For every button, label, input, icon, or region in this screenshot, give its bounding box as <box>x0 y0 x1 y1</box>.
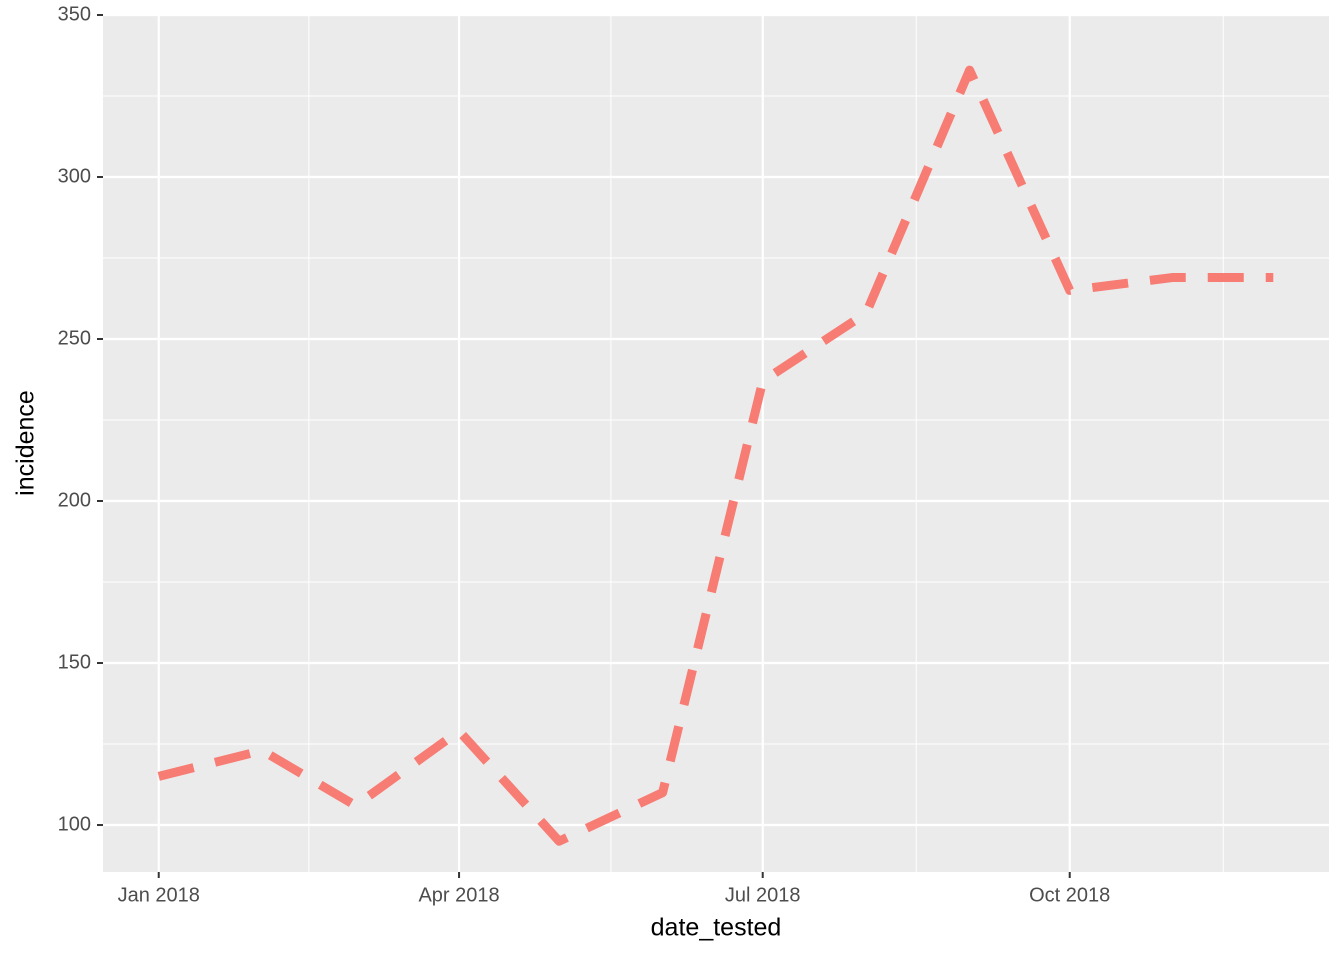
x-tick-label: Jul 2018 <box>725 884 801 906</box>
y-tick-label: 300 <box>58 165 91 187</box>
y-tick-label: 100 <box>58 813 91 835</box>
y-axis-title: incidence <box>12 390 40 496</box>
x-axis-title: date_tested <box>651 914 782 942</box>
panel <box>103 15 1329 872</box>
y-tick-label: 250 <box>58 327 91 349</box>
x-tick-label: Oct 2018 <box>1029 884 1110 906</box>
y-tick-label: 150 <box>58 651 91 673</box>
x-tick-label: Apr 2018 <box>418 884 499 906</box>
y-tick-label: 350 <box>58 3 91 25</box>
y-tick-label: 200 <box>58 489 91 511</box>
x-tick-label: Jan 2018 <box>118 884 200 906</box>
data-line <box>157 65 1274 846</box>
